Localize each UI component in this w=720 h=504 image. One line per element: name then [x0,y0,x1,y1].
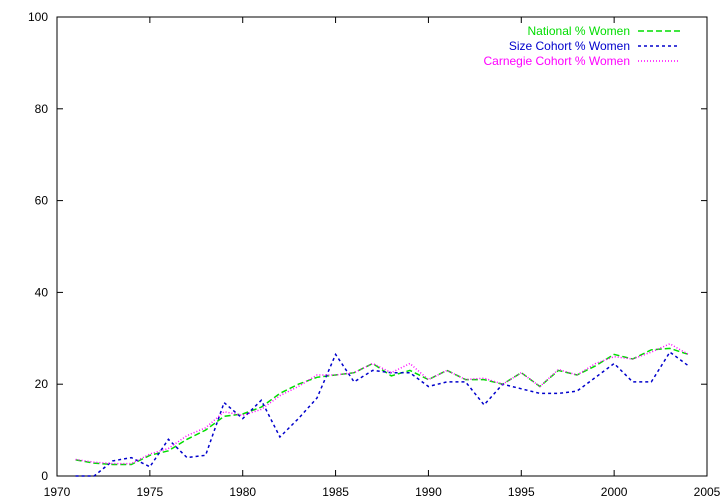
series-lines [75,342,689,477]
x-tick-label: 1980 [229,485,256,499]
series-line-carnegie-cohort-women [75,342,689,465]
y-tick-label: 40 [35,285,49,299]
legend-label: National % Women [528,24,631,38]
y-tick-label: 0 [41,469,48,483]
x-tick-label: 1990 [415,485,442,499]
y-tick-label: 60 [35,194,49,208]
series-line-national-women [75,347,689,466]
series-line-size-cohort-women [75,351,689,477]
y-tick-label: 100 [28,10,48,24]
legend-label: Carnegie Cohort % Women [483,54,630,68]
x-tick-label: 2005 [694,485,720,499]
plot-frame [56,16,708,477]
x-tick-label: 2000 [601,485,628,499]
x-tick-label: 1995 [508,485,535,499]
y-tick-label: 80 [35,102,49,116]
legend-label: Size Cohort % Women [509,39,630,53]
x-tick-label: 1975 [137,485,164,499]
axis-ticks: 1970 1975 1980 1985 1990 1995 2000 2005 0 20 40 60 8… [28,10,720,499]
x-tick-label: 1985 [322,485,349,499]
y-tick-label: 20 [35,377,49,391]
x-tick-label: 1970 [44,485,71,499]
